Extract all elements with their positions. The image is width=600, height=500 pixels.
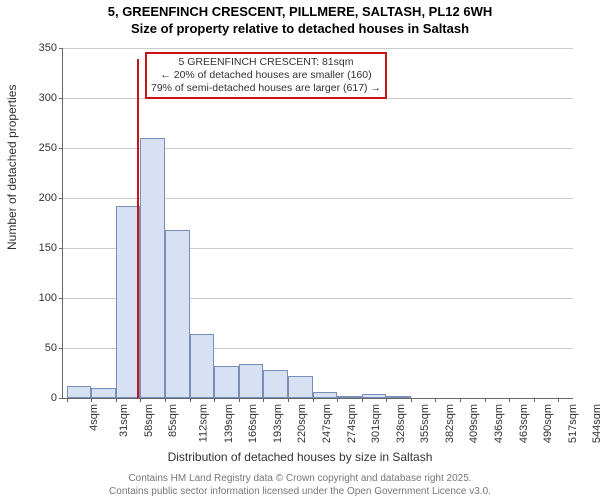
xtick-mark [386,398,387,402]
ytick-mark [59,148,63,149]
xtick-mark [558,398,559,402]
plot-area: 0501001502002503003504sqm31sqm58sqm85sqm… [62,48,573,399]
xtick-label: 328sqm [395,404,407,443]
xtick-mark [67,398,68,402]
histogram-bar [239,364,264,398]
xtick-mark [190,398,191,402]
xtick-label: 247sqm [321,404,333,443]
xtick-mark [313,398,314,402]
ytick-mark [59,298,63,299]
title-line2: Size of property relative to detached ho… [131,21,469,36]
histogram-bar [362,394,387,398]
xtick-label: 436sqm [493,404,505,443]
annotation-line2: ← 20% of detached houses are smaller (16… [160,69,371,81]
xtick-label: 463sqm [518,404,530,443]
title-line1: 5, GREENFINCH CRESCENT, PILLMERE, SALTAS… [108,4,493,19]
xtick-mark [263,398,264,402]
xtick-label: 544sqm [592,404,600,443]
xtick-label: 409sqm [469,404,481,443]
histogram-bar [140,138,165,398]
xtick-label: 31sqm [118,404,130,437]
xtick-mark [337,398,338,402]
xtick-label: 58sqm [143,404,155,437]
x-axis-label: Distribution of detached houses by size … [0,450,600,464]
annotation-box: 5 GREENFINCH CRESCENT: 81sqm ← 20% of de… [145,52,387,99]
ytick-mark [59,248,63,249]
xtick-label: 85sqm [167,404,179,437]
xtick-mark [411,398,412,402]
xtick-label: 274sqm [346,404,358,443]
histogram-bar [263,370,288,398]
xtick-label: 166sqm [247,404,259,443]
xtick-mark [288,398,289,402]
histogram-bar [337,396,362,398]
marker-line [137,59,139,399]
ytick-mark [59,48,63,49]
xtick-mark [116,398,117,402]
histogram-bar [190,334,215,398]
ytick-mark [59,98,63,99]
histogram-bar [288,376,313,398]
histogram-bar [313,392,338,398]
footer-line1: Contains HM Land Registry data © Crown c… [128,473,471,484]
xtick-mark [165,398,166,402]
xtick-mark [140,398,141,402]
y-axis-label: Number of detached properties [5,85,19,250]
annotation-line1: 5 GREENFINCH CRESCENT: 81sqm [178,56,353,68]
histogram-bar [67,386,92,398]
histogram-bar [386,396,411,398]
xtick-mark [509,398,510,402]
xtick-mark [485,398,486,402]
xtick-label: 193sqm [272,404,284,443]
ytick-mark [59,348,63,349]
xtick-mark [362,398,363,402]
xtick-label: 382sqm [444,404,456,443]
histogram-bar [165,230,190,398]
xtick-mark [534,398,535,402]
xtick-label: 490sqm [542,404,554,443]
histogram-bar [214,366,239,398]
ytick-mark [59,198,63,199]
xtick-label: 112sqm [197,404,209,442]
footer-line2: Contains public sector information licen… [109,486,491,497]
xtick-label: 4sqm [88,404,100,431]
gridline [63,48,573,49]
chart-container: 5, GREENFINCH CRESCENT, PILLMERE, SALTAS… [0,0,600,500]
footer-attribution: Contains HM Land Registry data © Crown c… [0,472,600,498]
xtick-label: 517sqm [567,404,579,443]
xtick-mark [91,398,92,402]
xtick-label: 220sqm [296,404,308,443]
xtick-mark [239,398,240,402]
xtick-label: 301sqm [370,404,382,443]
ytick-mark [59,398,63,399]
xtick-mark [435,398,436,402]
histogram-bar [91,388,116,398]
xtick-label: 139sqm [223,404,235,443]
xtick-mark [460,398,461,402]
chart-title: 5, GREENFINCH CRESCENT, PILLMERE, SALTAS… [0,4,600,38]
annotation-line3: 79% of semi-detached houses are larger (… [151,82,381,94]
xtick-label: 355sqm [419,404,431,443]
xtick-mark [214,398,215,402]
